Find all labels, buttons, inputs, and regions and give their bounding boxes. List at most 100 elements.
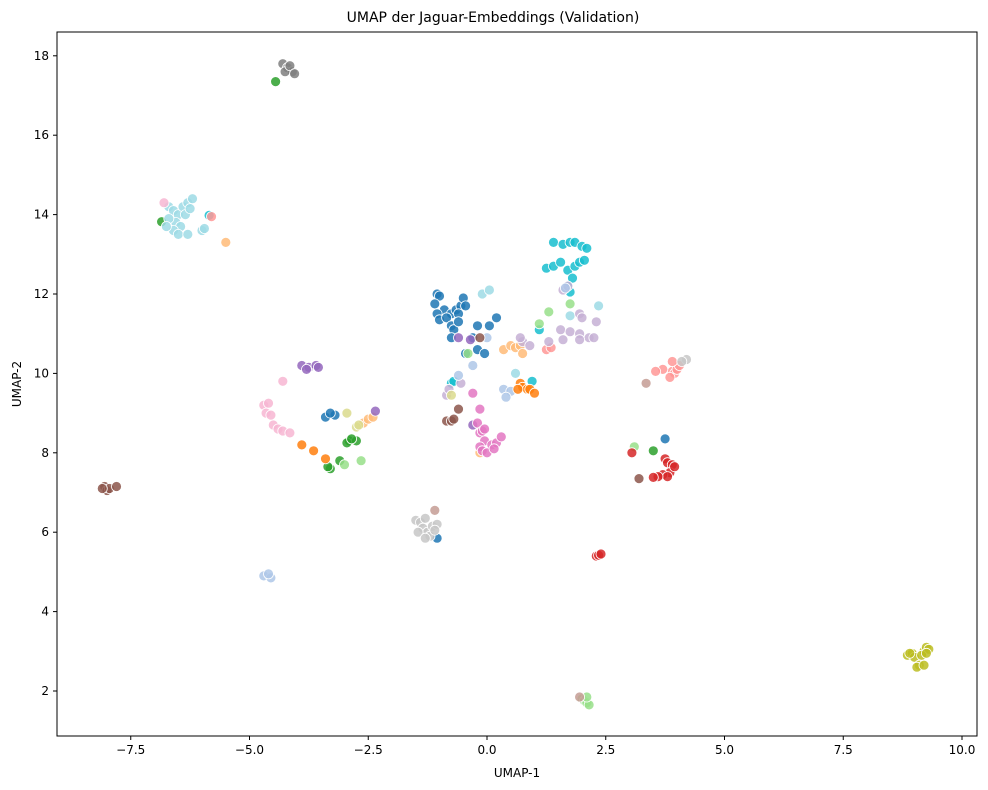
data-point-magenta (488, 443, 500, 455)
data-point-green (647, 445, 659, 457)
data-point-blue (483, 320, 495, 332)
data-point-purple (369, 405, 381, 417)
data-point-olive (904, 647, 916, 659)
data-point-pink (284, 427, 296, 439)
data-point-light-gray (429, 524, 441, 536)
data-point-purple (312, 361, 324, 373)
data-points (96, 58, 935, 711)
data-point-olive (918, 659, 930, 671)
data-point-orange (296, 439, 308, 451)
x-tick-label: −5.0 (235, 743, 264, 757)
data-point-blue (453, 316, 464, 328)
data-point-red (647, 471, 659, 483)
data-point-light-blue (467, 360, 479, 371)
data-point-blue (479, 348, 491, 359)
data-point-rosy (429, 504, 441, 516)
data-point-olive (921, 647, 932, 659)
data-point-pink (263, 397, 274, 409)
chart-title: UMAP der Jaguar-Embeddings (Validation) (347, 10, 640, 26)
data-point-pink (158, 197, 170, 209)
data-point-pink (277, 375, 289, 387)
x-tick-label: −7.5 (116, 743, 145, 757)
data-point-orange (320, 453, 331, 465)
data-point-brown (111, 481, 122, 492)
y-tick-label: 2 (41, 684, 49, 698)
data-point-salmon (206, 211, 217, 223)
data-point-salmon (650, 365, 661, 377)
data-point-brown (474, 332, 486, 344)
data-point-orange (529, 387, 540, 399)
data-point-magenta (472, 417, 483, 429)
data-point-blue (472, 320, 483, 332)
data-point-purple (301, 363, 312, 375)
plot-frame (56, 31, 978, 737)
y-axis-ticks: 2 4 6 8 10 12 14 16 18 (34, 49, 57, 698)
x-tick-label: −2.5 (354, 743, 383, 757)
data-point-light-green (564, 298, 576, 310)
x-tick-label: 0.0 (477, 743, 496, 757)
data-point-cyan (567, 272, 578, 284)
data-point-olive-light (353, 419, 365, 431)
data-point-light-gray (419, 512, 431, 524)
data-point-light-cyan (182, 228, 194, 240)
data-point-blue (441, 312, 453, 324)
data-point-peach (220, 236, 232, 248)
data-point-blue (491, 312, 502, 324)
data-point-light-blue (453, 369, 464, 381)
data-point-lavender (555, 324, 566, 336)
data-point-salmon (664, 371, 676, 383)
data-point-orange (512, 383, 524, 395)
data-point-brown (96, 483, 108, 494)
data-point-magenta (474, 403, 486, 415)
data-point-olive-light (341, 407, 353, 419)
x-tick-label: 5.0 (715, 743, 734, 757)
data-point-light-cyan (564, 310, 576, 322)
data-point-brown (448, 413, 460, 425)
data-point-lavender (524, 340, 536, 352)
data-point-lavender (590, 316, 602, 328)
data-point-lavender (576, 312, 588, 324)
data-point-cyan (579, 254, 590, 266)
x-tick-label: 2.5 (596, 743, 615, 757)
data-point-magenta (495, 431, 507, 443)
data-point-light-cyan (510, 367, 521, 379)
data-point-red (669, 461, 680, 473)
data-point-blue (460, 300, 472, 312)
data-point-light-green (339, 459, 350, 471)
data-point-blue (429, 298, 441, 310)
data-point-lavender (543, 336, 555, 348)
data-point-cyan (548, 236, 559, 248)
data-point-brown (453, 403, 464, 415)
data-point-rosy (640, 377, 652, 389)
data-point-peach (517, 348, 528, 359)
data-point-magenta (479, 423, 491, 435)
data-point-red (662, 471, 673, 483)
data-point-light-cyan (198, 223, 210, 234)
data-point-salmon (666, 356, 678, 367)
y-axis-label: UMAP-2 (10, 361, 24, 407)
data-point-light-blue (500, 391, 512, 403)
data-point-gray (289, 68, 301, 80)
data-point-light-cyan (483, 284, 495, 296)
data-point-blue (434, 290, 445, 302)
y-tick-label: 12 (34, 287, 49, 301)
x-axis-ticks: −7.5 −5.0 −2.5 0.0 2.5 5.0 7.5 10.0 (116, 736, 975, 757)
data-point-olive-light (445, 389, 457, 401)
y-tick-label: 6 (41, 525, 49, 539)
data-point-cyan (581, 242, 593, 254)
data-point-pink (265, 409, 277, 421)
y-tick-label: 8 (41, 446, 49, 460)
data-point-light-cyan (184, 203, 196, 215)
data-point-purple (453, 332, 464, 344)
data-point-green (346, 433, 358, 445)
data-point-blue (324, 407, 336, 419)
data-point-cyan (555, 256, 566, 268)
data-point-light-green (462, 348, 474, 359)
data-point-brown (633, 473, 645, 485)
y-tick-label: 14 (34, 208, 49, 222)
data-point-lavender (557, 334, 569, 346)
y-tick-label: 18 (34, 49, 49, 63)
data-point-light-gray (412, 526, 424, 538)
data-point-light-cyan (172, 228, 184, 240)
